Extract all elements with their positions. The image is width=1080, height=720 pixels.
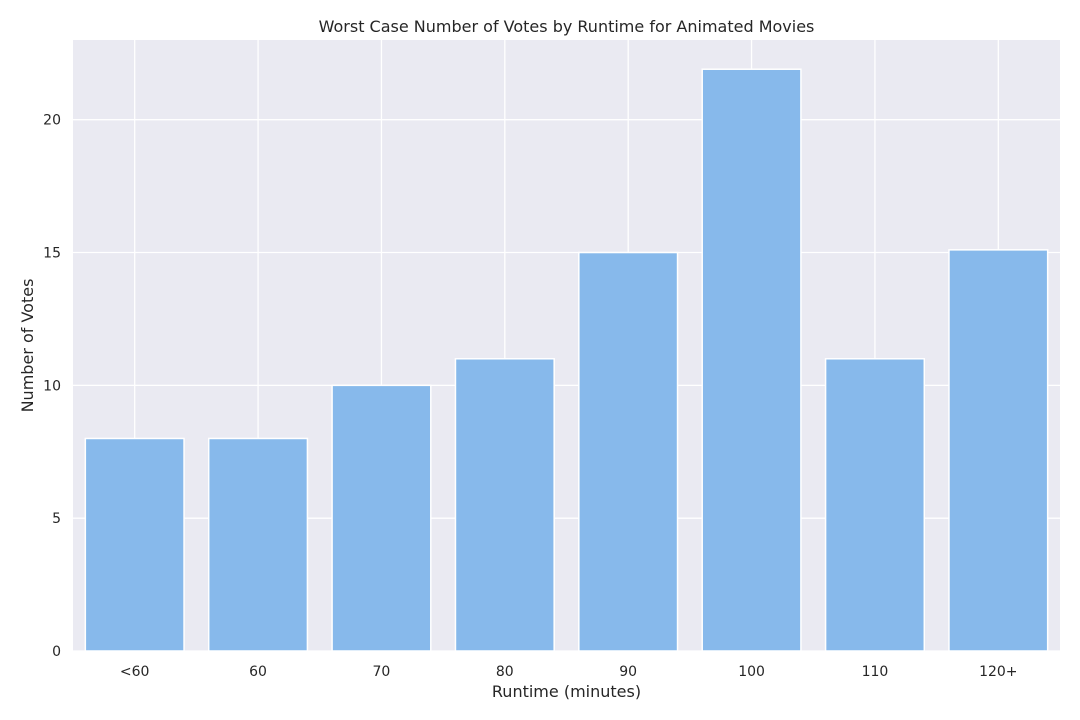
y-tick-label: 0	[52, 644, 61, 660]
x-tick-label: 60	[249, 664, 267, 680]
y-tick-label: 5	[52, 511, 61, 527]
x-tick-label: <60	[120, 664, 150, 680]
x-axis-label: Runtime (minutes)	[492, 682, 641, 701]
bars	[84, 68, 1049, 652]
bar-6	[824, 358, 926, 652]
y-axis-label: Number of Votes	[18, 279, 37, 413]
x-tick-label: 100	[738, 664, 765, 680]
x-tick-label: 90	[619, 664, 637, 680]
x-tick-label: 110	[862, 664, 889, 680]
x-tick-label: 70	[373, 664, 391, 680]
x-tick-label: 80	[496, 664, 514, 680]
y-tick-label: 20	[43, 113, 61, 129]
bar-1	[207, 437, 309, 652]
chart-title: Worst Case Number of Votes by Runtime fo…	[319, 17, 815, 36]
y-tick-label: 10	[43, 378, 61, 394]
x-tick-label: 120+	[979, 664, 1017, 680]
bar-3	[454, 358, 555, 652]
bar-0	[84, 437, 185, 652]
x-axis-ticks: <60 60 70 80 90 100 110 120+	[120, 664, 1018, 680]
y-axis-ticks: 0 5 10 15 20	[43, 113, 61, 660]
y-tick-label: 15	[43, 246, 61, 262]
bar-5	[701, 68, 802, 652]
bar-7	[948, 249, 1049, 652]
bar-4	[578, 251, 679, 652]
bar-2	[331, 384, 432, 652]
